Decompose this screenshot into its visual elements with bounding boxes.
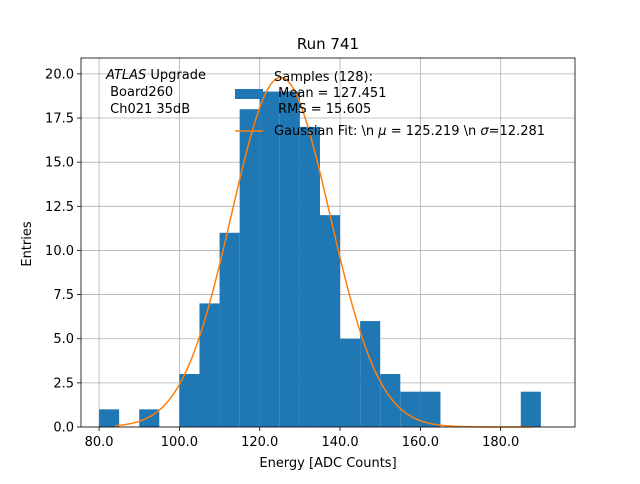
plot-frame bbox=[80, 57, 576, 428]
detector-annotation: ATLAS Upgrade Board260 Ch021 35dB bbox=[105, 68, 206, 117]
annotation-upgrade: Upgrade bbox=[146, 68, 206, 83]
y-axis-label: Entries bbox=[20, 221, 35, 267]
legend: Samples (128): Mean = 127.451 RMS = 15.6… bbox=[235, 70, 545, 139]
y-tick-label: 17.5 bbox=[45, 112, 74, 127]
histogram-bar bbox=[199, 303, 220, 427]
y-tick-label: 15.0 bbox=[45, 156, 74, 171]
y-tick-label: 7.5 bbox=[53, 288, 74, 303]
histogram-bar bbox=[179, 374, 200, 427]
histogram-bar bbox=[380, 374, 401, 427]
histogram-bar bbox=[219, 232, 240, 427]
legend-samples-count: Samples (128): bbox=[274, 70, 373, 85]
y-tick-label: 12.5 bbox=[45, 200, 74, 215]
y-tick-label: 5.0 bbox=[53, 332, 74, 347]
legend-fit-sigma-symbol: σ bbox=[480, 124, 489, 139]
axis-ticks: 80.0 100.0 120.0 140.0 160.0 180.0 0.0 2.5 5.0 7.… bbox=[45, 67, 519, 450]
chart-title: Run 741 bbox=[297, 35, 359, 53]
histogram-bar bbox=[520, 391, 541, 427]
histogram-bar bbox=[279, 91, 300, 427]
x-tick-label: 120.0 bbox=[241, 435, 278, 450]
x-tick-label: 180.0 bbox=[482, 435, 519, 450]
y-tick-label: 2.5 bbox=[53, 376, 74, 391]
legend-samples-rms: RMS = 15.605 bbox=[274, 102, 371, 117]
annotation-atlas: ATLAS bbox=[105, 68, 146, 83]
histogram-bar bbox=[299, 126, 320, 428]
histogram-bar bbox=[319, 215, 341, 427]
x-tick-label: 100.0 bbox=[161, 435, 198, 450]
x-axis-label: Energy [ADC Counts] bbox=[259, 456, 396, 471]
histogram-bar bbox=[340, 338, 361, 427]
histogram-bar bbox=[400, 391, 421, 427]
histogram-bar bbox=[99, 409, 120, 427]
legend-fit-prefix: Gaussian Fit: \n bbox=[274, 124, 378, 139]
legend-patch-samples bbox=[235, 89, 263, 99]
legend-fit-suffix: =12.281 bbox=[489, 124, 545, 139]
histogram-bar bbox=[239, 109, 260, 427]
annotation-channel: Ch021 35dB bbox=[106, 102, 190, 117]
histogram-bar bbox=[420, 391, 441, 427]
y-tick-label: 20.0 bbox=[45, 67, 74, 82]
y-tick-label: 0.0 bbox=[53, 421, 74, 436]
y-tick-label: 10.0 bbox=[45, 244, 74, 259]
annotation-board: Board260 bbox=[106, 85, 173, 100]
histogram-bars bbox=[99, 91, 541, 428]
x-tick-label: 80.0 bbox=[85, 435, 114, 450]
legend-fit-mu-symbol: μ bbox=[377, 124, 386, 139]
x-tick-label: 140.0 bbox=[321, 435, 358, 450]
legend-fit-label: Gaussian Fit: \n μ = 125.219 \n σ=12.281 bbox=[274, 124, 545, 139]
legend-samples-mean: Mean = 127.451 bbox=[274, 86, 386, 101]
annotation-line-1: ATLAS Upgrade bbox=[105, 68, 206, 83]
histogram-bar bbox=[259, 91, 280, 427]
legend-fit-mid: = 125.219 \n bbox=[387, 124, 481, 139]
x-tick-label: 160.0 bbox=[402, 435, 439, 450]
